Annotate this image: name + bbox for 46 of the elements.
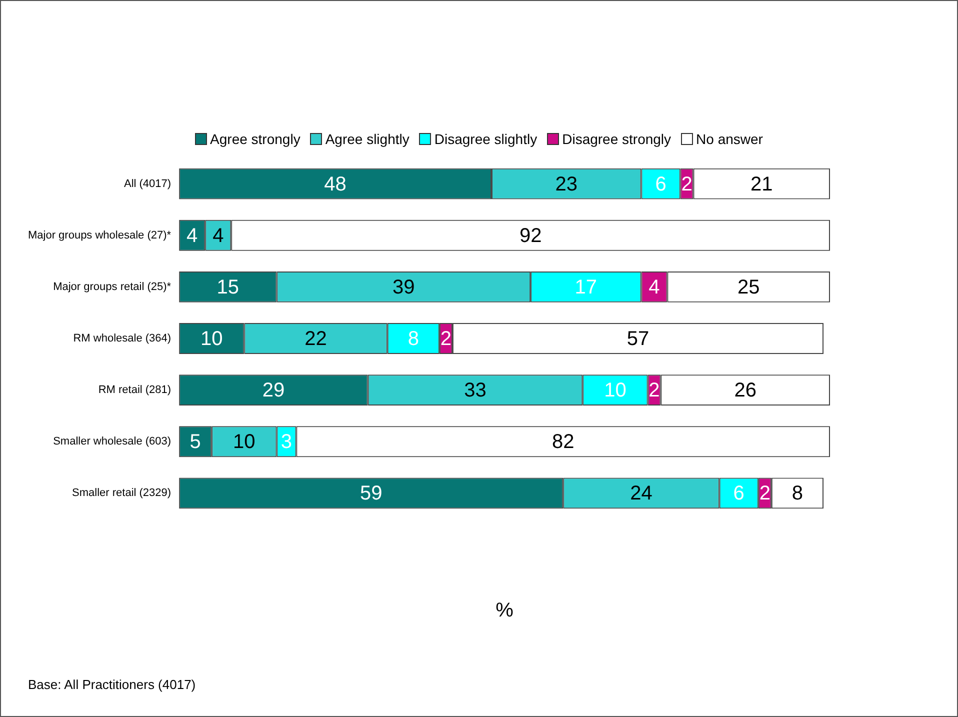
data-label: 21	[750, 173, 773, 196]
data-label: 59	[360, 482, 382, 505]
data-label: 5	[190, 431, 201, 454]
data-label: 6	[733, 482, 744, 505]
data-label: 8	[408, 328, 419, 350]
y-tick-label: Smaller retail (2329)	[72, 487, 172, 500]
data-label: 2	[648, 380, 660, 402]
data-label: 48	[324, 173, 346, 196]
data-label: 10	[233, 431, 256, 454]
data-label: 25	[738, 276, 760, 298]
y-tick-label: Major groups wholesale (27)*	[28, 229, 172, 242]
data-label: 4	[186, 224, 198, 247]
data-label: 24	[630, 482, 652, 505]
data-label: 92	[519, 224, 542, 247]
data-label: 2	[681, 173, 692, 196]
y-tick-label: RM wholesale (364)	[73, 332, 172, 345]
data-label: 3	[280, 431, 292, 454]
data-label: 6	[655, 173, 666, 196]
legend-label: Agree strongly	[210, 131, 300, 147]
legend-label: Disagree strongly	[562, 131, 672, 147]
data-label: 82	[552, 431, 574, 454]
data-label: 39	[392, 276, 415, 298]
data-label: 10	[604, 380, 626, 402]
data-label: 22	[304, 328, 327, 350]
x-axis-title: %	[496, 600, 514, 622]
y-tick-label: Smaller wholesale (603)	[53, 436, 172, 448]
data-label: 33	[464, 380, 486, 402]
legend-label: Disagree slightly	[434, 131, 538, 147]
data-label: 57	[626, 328, 650, 350]
text: Base: All Practitioners (4017)	[28, 677, 196, 692]
legend-label: Agree slightly	[325, 131, 410, 147]
data-label: 23	[555, 173, 578, 196]
data-label: 29	[262, 380, 285, 402]
data-label: 8	[792, 482, 804, 505]
data-label: 2	[440, 328, 452, 350]
data-label: 10	[200, 328, 223, 350]
data-label: 26	[734, 380, 757, 402]
series-label: No answer	[696, 131, 763, 147]
data-label: 4	[648, 276, 660, 298]
y-tick-label: Major groups retail (25)*	[53, 280, 172, 293]
data-label: 4	[212, 224, 224, 247]
y-tick-label: RM retail (281)	[98, 384, 172, 396]
data-label: 2	[759, 482, 770, 505]
data-label: 17	[574, 276, 598, 298]
data-label: 15	[216, 276, 240, 298]
y-tick-label: All (4017)	[124, 178, 172, 190]
